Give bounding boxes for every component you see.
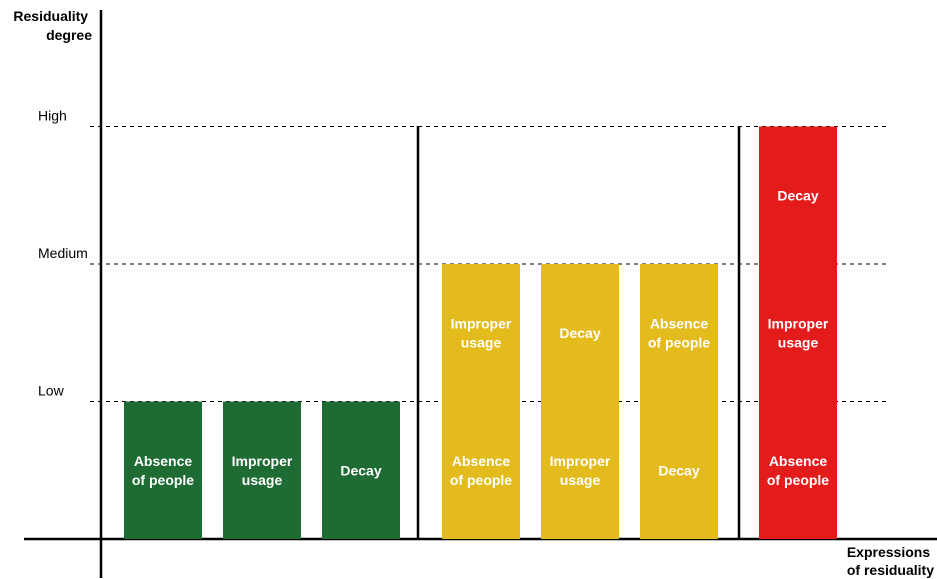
bar-label: Improper usage: [232, 453, 293, 488]
bar-medium-1: [442, 264, 520, 539]
bar-label: Improper usage: [550, 453, 611, 488]
bar-low-3: [322, 401, 400, 539]
bar-label: Decay: [658, 462, 699, 478]
bar-label: Absence of people: [450, 453, 512, 488]
bar-low-2: [223, 401, 301, 539]
bar-label: Absence of people: [767, 453, 829, 488]
y-tick-label-low: Low: [38, 383, 65, 399]
bar-label: Improper usage: [768, 315, 829, 350]
y-tick-label-medium: Medium: [38, 245, 88, 261]
y-tick-labels: Low Medium High: [38, 108, 88, 399]
bar-label: Decay: [559, 325, 600, 341]
y-tick-label-high: High: [38, 108, 67, 124]
bars: Absence of people Improper usage Decay Absenc…: [124, 126, 837, 539]
y-axis-title: Residuality degree: [13, 8, 92, 43]
bar-medium-3: [640, 264, 718, 539]
bar-low-1: [124, 401, 202, 539]
bar-label: Absence of people: [132, 453, 194, 488]
bar-label: Decay: [340, 462, 381, 478]
bar-label: Improper usage: [451, 315, 512, 350]
x-axis-title: Expressions of residuality: [847, 544, 934, 578]
bar-high-1: [759, 126, 837, 539]
bar-label: Absence of people: [648, 315, 710, 350]
bar-label: Decay: [777, 187, 818, 203]
bar-medium-2: [541, 264, 619, 539]
